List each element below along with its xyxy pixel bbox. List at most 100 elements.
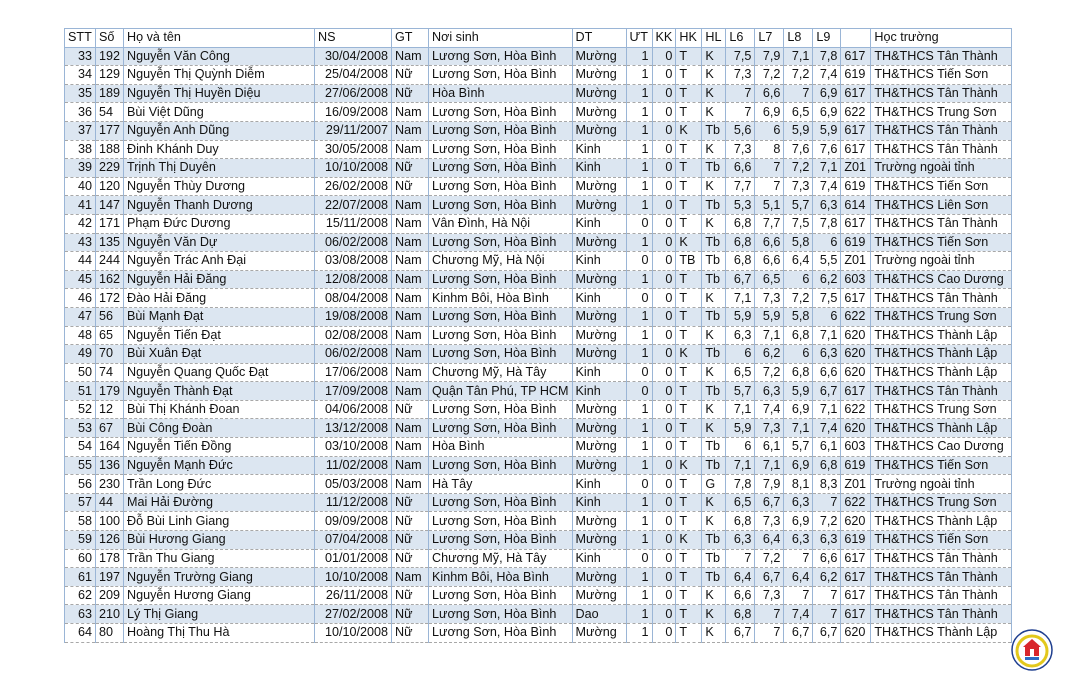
cell-l7: 7,2	[754, 363, 784, 383]
cell-noi-sinh: Lương Sơn, Hòa Bình	[428, 493, 573, 513]
cell-dan-toc: Kinh	[571, 549, 627, 569]
cell-hoc-truong: TH&THCS Thành Lập	[870, 363, 1013, 383]
cell-ngay-sinh: 13/12/2008	[314, 418, 392, 439]
cell-dan-toc: Mường	[571, 567, 627, 587]
cell-hoc-luc: K	[701, 604, 726, 624]
cell-kk: 0	[651, 586, 676, 606]
cell-stt: 35	[64, 84, 96, 104]
cell-l6: 7,3	[725, 65, 755, 85]
table-row: 37 177 Nguyễn Anh Dũng 29/11/2007 Nam Lương S…	[64, 121, 1013, 141]
cell-uu-tien: 1	[625, 326, 653, 346]
cell-so: 136	[94, 456, 124, 476]
cell-stt: 54	[64, 437, 96, 457]
cell-l8: 6,3	[783, 530, 813, 550]
cell-uu-tien: 1	[625, 344, 653, 364]
cell-noi-sinh: Lương Sơn, Hòa Bình	[428, 307, 573, 327]
cell-uu-tien: 1	[625, 233, 653, 253]
cell-l8: 6	[783, 344, 813, 364]
cell-gioi-tinh: Nữ	[391, 511, 429, 532]
cell-ngay-sinh: 08/04/2008	[314, 288, 392, 308]
cell-ngay-sinh: 06/02/2008	[314, 344, 392, 364]
cell-ngay-sinh: 19/08/2008	[314, 307, 392, 327]
cell-l8: 6,8	[783, 326, 813, 346]
cell-hoc-truong: TH&THCS Trung Sơn	[870, 102, 1013, 122]
cell-hoc-luc: K	[701, 493, 726, 513]
cell-noi-sinh: Lương Sơn, Hòa Bình	[428, 456, 573, 476]
cell-ma-truong: Z01	[840, 158, 871, 178]
cell-l9: 6,3	[812, 195, 841, 215]
cell-l9: 7,6	[812, 140, 841, 160]
cell-dan-toc: Mường	[571, 177, 627, 197]
cell-hoc-luc: Tb	[701, 121, 726, 141]
cell-ngay-sinh: 06/02/2008	[314, 233, 392, 253]
cell-hoc-luc: K	[701, 65, 726, 85]
cell-gioi-tinh: Nam	[391, 326, 429, 346]
cell-hoc-luc: G	[701, 474, 726, 494]
cell-uu-tien: 0	[625, 381, 653, 401]
header-hoc-truong: Học trường	[870, 28, 1013, 48]
cell-kk: 0	[651, 437, 676, 457]
cell-hoc-truong: TH&THCS Tân Thành	[870, 586, 1013, 606]
cell-noi-sinh: Chương Mỹ, Hà Nội	[428, 251, 573, 271]
cell-kk: 0	[651, 251, 676, 271]
cell-hanh-kiem: T	[675, 84, 702, 104]
cell-hanh-kiem: T	[675, 140, 702, 160]
cell-ho-va-ten: Nguyễn Thành Đạt	[123, 381, 315, 401]
cell-noi-sinh: Lương Sơn, Hòa Bình	[428, 604, 573, 624]
cell-hoc-truong: TH&THCS Tân Thành	[870, 47, 1013, 67]
cell-ma-truong: 617	[840, 121, 871, 141]
student-table: STT Số Họ và tên NS GT Nơi sinh DT ƯT KK HK HL L6 L7…	[64, 28, 1013, 643]
cell-l8: 5,8	[783, 307, 813, 327]
cell-so: 230	[94, 474, 124, 494]
cell-kk: 0	[651, 195, 676, 215]
cell-dan-toc: Mường	[571, 511, 627, 532]
header-kk: KK	[651, 28, 676, 48]
cell-ma-truong: 619	[840, 456, 871, 476]
cell-l9: 7,8	[812, 214, 841, 234]
cell-kk: 0	[651, 121, 676, 141]
cell-hoc-luc: K	[701, 102, 726, 122]
cell-hoc-luc: K	[701, 84, 726, 104]
cell-kk: 0	[651, 140, 676, 160]
cell-l6: 5,9	[725, 307, 755, 327]
cell-noi-sinh: Vân Đình, Hà Nội	[428, 214, 573, 234]
cell-hoc-truong: TH&THCS Thành Lập	[870, 511, 1013, 532]
cell-stt: 39	[64, 158, 96, 178]
cell-hanh-kiem: T	[675, 47, 702, 67]
cell-ngay-sinh: 27/06/2008	[314, 84, 392, 104]
header-so: Số	[94, 28, 124, 48]
cell-uu-tien: 0	[625, 363, 653, 383]
cell-gioi-tinh: Nam	[391, 307, 429, 327]
cell-so: 172	[94, 288, 124, 308]
cell-uu-tien: 1	[625, 158, 653, 178]
table-row: 63 210 Lý Thị Giang 27/02/2008 Nữ Lương Sơn, …	[64, 604, 1013, 624]
cell-hanh-kiem: K	[675, 530, 702, 550]
table-row: 49 70 Bùi Xuân Đạt 06/02/2008 Nam Lương Sơn, …	[64, 344, 1013, 364]
cell-l6: 6,8	[725, 214, 755, 234]
cell-l6: 7,1	[725, 288, 755, 308]
cell-so: 178	[94, 549, 124, 569]
cell-hoc-luc: K	[701, 288, 726, 308]
header-hanh-kiem: HK	[675, 28, 702, 48]
cell-ma-truong: 620	[840, 363, 871, 383]
cell-l9: 7,1	[812, 400, 841, 420]
cell-dan-toc: Mường	[571, 326, 627, 346]
cell-ma-truong: 620	[840, 344, 871, 364]
table-row: 47 56 Bùi Mạnh Đạt 19/08/2008 Nam Lương Sơn, …	[64, 307, 1013, 327]
cell-l7: 7,3	[754, 586, 784, 606]
cell-dan-toc: Kinh	[571, 288, 627, 308]
table-row: 40 120 Nguyễn Thùy Dương 26/02/2008 Nữ Lương …	[64, 177, 1013, 197]
cell-kk: 0	[651, 456, 676, 476]
cell-l9: 6,6	[812, 363, 841, 383]
cell-so: 54	[94, 102, 124, 122]
cell-ma-truong: 617	[840, 84, 871, 104]
cell-hoc-truong: TH&THCS Liên Sơn	[870, 195, 1013, 215]
cell-l8: 6,5	[783, 102, 813, 122]
cell-uu-tien: 0	[625, 288, 653, 308]
table-row: 44 244 Nguyễn Trác Anh Đại 03/08/2008 Nam Chư…	[64, 251, 1013, 271]
table-row: 62 209 Nguyễn Hương Giang 26/11/2008 Nữ Lương…	[64, 586, 1013, 606]
cell-ma-truong: 620	[840, 418, 871, 439]
cell-l7: 7,7	[754, 214, 784, 234]
cell-stt: 58	[64, 511, 96, 532]
cell-hoc-truong: TH&THCS Tân Thành	[870, 288, 1013, 308]
